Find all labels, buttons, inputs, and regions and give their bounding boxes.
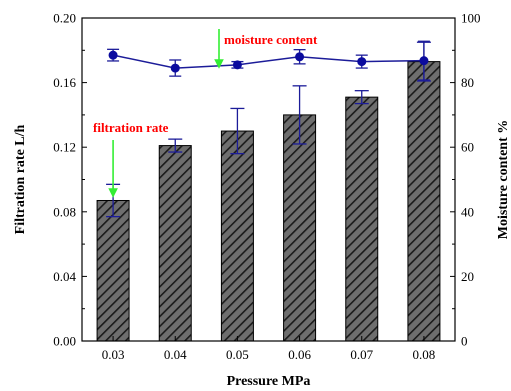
y-right-tick-label: 60 xyxy=(461,140,474,155)
x-tick-label: 0.07 xyxy=(350,347,373,362)
y-left-tick-label: 0.08 xyxy=(53,204,76,219)
bar-0.05 xyxy=(220,130,254,342)
moisture-point-0.04 xyxy=(170,63,180,73)
bar-0.03 xyxy=(96,199,130,342)
bar-0.06 xyxy=(283,114,317,342)
x-tick-label: 0.08 xyxy=(413,347,436,362)
x-tick-label: 0.05 xyxy=(226,347,249,362)
moisture-point-0.08 xyxy=(419,56,429,66)
x-tick-label: 0.06 xyxy=(288,347,311,362)
bar-error-bars xyxy=(106,41,431,218)
moisture-point-0.05 xyxy=(232,60,242,70)
y-right-tick-label: 40 xyxy=(461,204,474,219)
moisture-point-0.06 xyxy=(295,52,305,62)
axis-ticks: 0.00 0.04 0.08 0.12 0.16 0.20 0 20 40 60 80 100 0.03… xyxy=(53,11,480,363)
moisture-line-layer xyxy=(107,40,430,81)
y-left-tick-label: 0.20 xyxy=(53,11,76,26)
x-tick-label: 0.03 xyxy=(102,347,125,362)
plot-frame xyxy=(81,17,456,342)
y-right-tick-label: 20 xyxy=(461,269,474,284)
y-left-tick-label: 0.04 xyxy=(53,269,76,284)
x-axis-title: Pressure MPa xyxy=(227,374,311,389)
y-left-axis-title: Filtration rate L/h xyxy=(13,124,28,234)
annotation-moisture-content: moisture content xyxy=(224,32,318,47)
moisture-point-0.07 xyxy=(357,57,367,67)
bar-0.07 xyxy=(345,96,379,342)
bar-0.08 xyxy=(407,61,441,342)
bars-layer xyxy=(96,61,441,342)
annotations-layer: filtration rate moisture content xyxy=(93,29,318,198)
y-left-tick-label: 0.12 xyxy=(53,140,76,155)
y-left-tick-label: 0.00 xyxy=(53,334,76,349)
y-right-tick-label: 100 xyxy=(461,11,481,26)
bar-0.04 xyxy=(158,145,192,342)
y-right-tick-label: 0 xyxy=(461,334,468,349)
x-tick-label: 0.04 xyxy=(164,347,187,362)
moisture-point-0.03 xyxy=(108,50,118,60)
annotation-filtration-rate: filtration rate xyxy=(93,120,169,135)
y-right-tick-label: 80 xyxy=(461,75,474,90)
y-right-axis-title: Moisture content % xyxy=(496,120,511,240)
y-left-tick-label: 0.16 xyxy=(53,75,76,90)
moisture-content-line xyxy=(112,54,424,69)
